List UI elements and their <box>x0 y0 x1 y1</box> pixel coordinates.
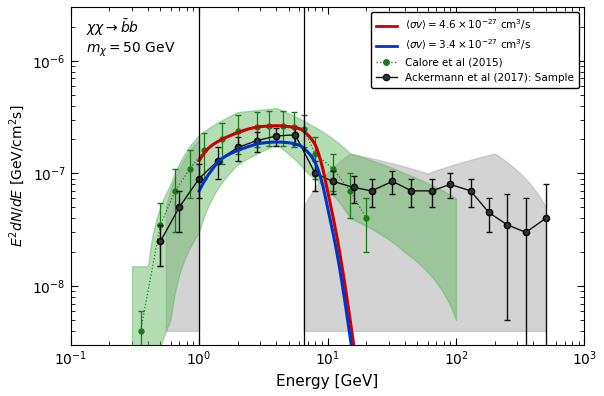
Legend: $\langle\sigma v\rangle = 4.6\times10^{-27}$ cm$^3$/s, $\langle\sigma v\rangle =: $\langle\sigma v\rangle = 4.6\times10^{-… <box>371 12 579 88</box>
Text: $\chi\chi \rightarrow \bar{b}b$
$m_\chi = 50$ GeV: $\chi\chi \rightarrow \bar{b}b$ $m_\chi … <box>86 17 176 59</box>
X-axis label: Energy [GeV]: Energy [GeV] <box>277 374 379 389</box>
Y-axis label: $E^2 dN/dE$ [GeV/cm$^2$s]: $E^2 dN/dE$ [GeV/cm$^2$s] <box>7 105 27 247</box>
